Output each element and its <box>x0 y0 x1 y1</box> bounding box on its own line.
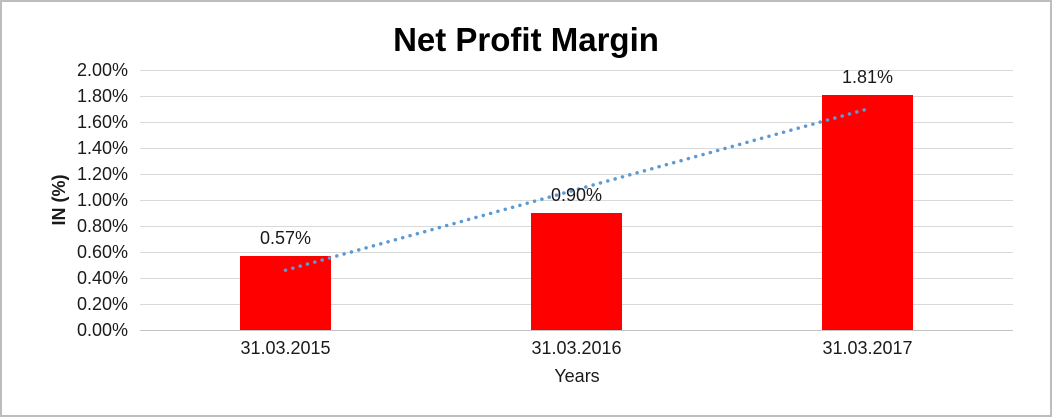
gridline <box>140 70 1013 71</box>
bar-value-label: 0.90% <box>550 185 603 205</box>
y-tick-label: 1.60% <box>76 112 128 132</box>
y-tick-label: 0.80% <box>76 216 128 236</box>
bar-31.03.2017 <box>822 95 913 330</box>
y-tick-label: 0.40% <box>76 268 128 288</box>
y-tick-label: 1.40% <box>76 138 128 158</box>
gridline <box>140 96 1013 97</box>
bar-31.03.2016 <box>531 213 622 330</box>
y-tick-label: 0.60% <box>76 242 128 262</box>
bar-value-label: 0.57% <box>259 228 312 248</box>
x-tick-label: 31.03.2016 <box>531 338 622 358</box>
bar-value-label: 1.81% <box>841 67 894 87</box>
y-tick-label: 0.00% <box>76 320 128 340</box>
x-axis-title: Years <box>554 366 600 386</box>
x-tick-label: 31.03.2015 <box>240 338 331 358</box>
x-tick-label: 31.03.2017 <box>822 338 913 358</box>
y-tick-label: 1.00% <box>76 190 128 210</box>
y-tick-label: 2.00% <box>76 60 128 80</box>
x-axis-line <box>140 330 1013 331</box>
y-tick-label: 1.20% <box>76 164 128 184</box>
y-tick-label: 0.20% <box>76 294 128 314</box>
bar-31.03.2015 <box>240 256 331 330</box>
y-tick-label: 1.80% <box>76 86 128 106</box>
chart-title: Net Profit Margin <box>393 21 659 58</box>
